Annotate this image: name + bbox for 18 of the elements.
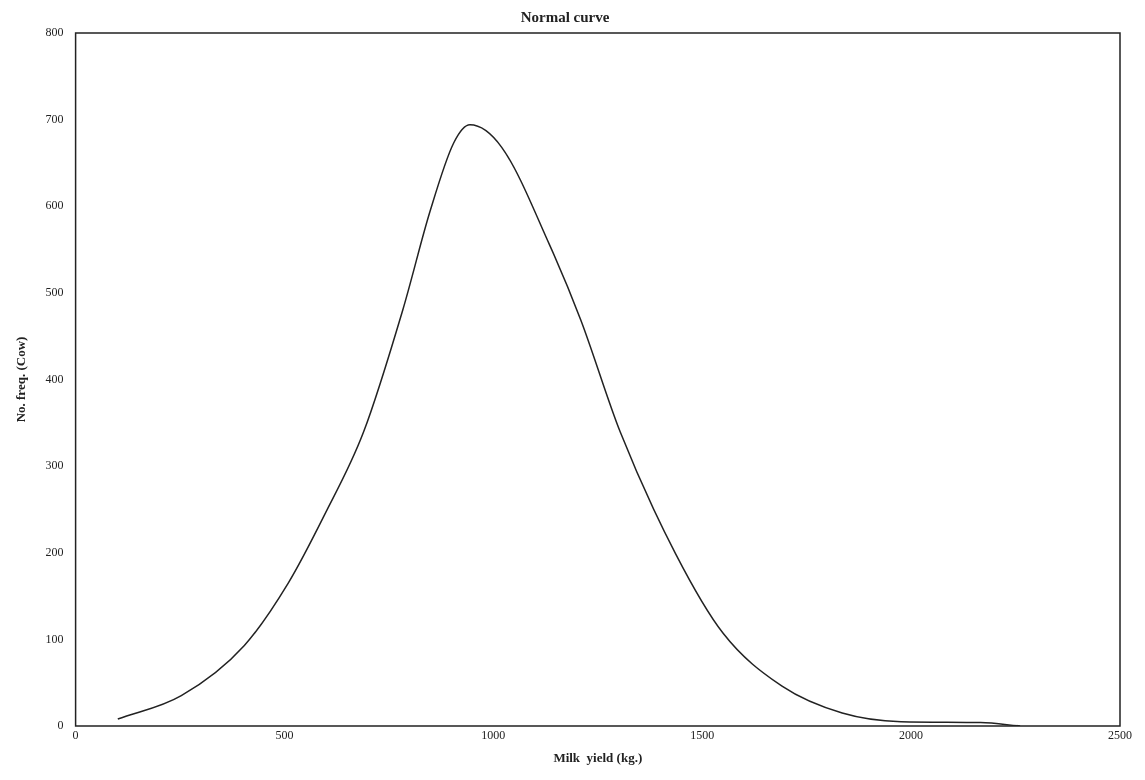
y-tick-label: 600 [45, 198, 64, 213]
y-tick-label: 300 [45, 458, 64, 473]
x-tick-label: 2500 [1108, 728, 1132, 743]
y-tick-label: 500 [45, 285, 64, 300]
x-tick-label: 1000 [481, 728, 506, 743]
x-tick-label: 2000 [899, 728, 924, 743]
y-tick-label: 100 [45, 631, 64, 646]
y-tick-label: 0 [57, 718, 64, 733]
x-axis-title: Milk yield (kg.) [553, 749, 643, 765]
x-tick-label: 0 [72, 728, 79, 743]
x-tick-label: 500 [275, 728, 294, 743]
y-tick-label: 400 [45, 371, 64, 386]
x-tick-label: 1500 [690, 728, 715, 743]
y-axis-title: No. freq. (Cow) [13, 336, 29, 423]
y-tick-label: 200 [45, 544, 64, 559]
y-tick-label: 800 [45, 25, 64, 40]
y-tick-label: 700 [45, 111, 64, 126]
chart-title: Normal curve [520, 8, 610, 25]
